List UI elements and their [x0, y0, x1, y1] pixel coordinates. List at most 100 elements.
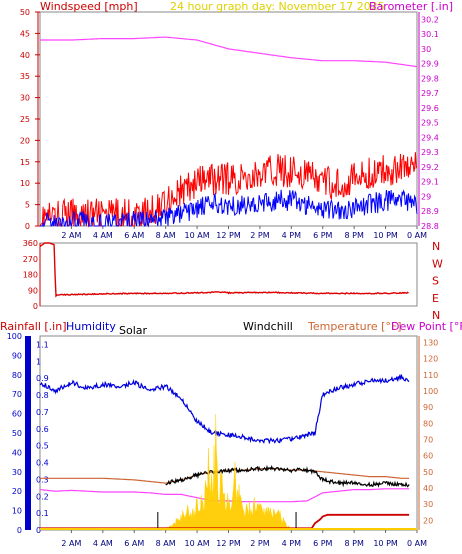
temperature-tick-label: 50: [423, 468, 433, 477]
windspeed-axis-label: Windspeed [mph]: [40, 0, 138, 13]
barometer-tick-label: 29.9: [421, 60, 439, 69]
temperature-tick-label: 90: [423, 403, 433, 412]
x-tick-label-bottom: 8 AM: [156, 539, 176, 548]
barometer-line: [40, 36, 418, 68]
direction-tick-label: 0: [33, 302, 38, 311]
x-tick-label-bottom: 4 AM: [93, 539, 113, 548]
direction-tick-label: 270: [23, 255, 38, 264]
x-tick-label-bottom: 8 PM: [344, 539, 363, 548]
humidity-tick-label: 90: [12, 351, 22, 360]
humidity-tick-label: 60: [12, 410, 22, 419]
barometer-tick-label: 28.8: [421, 222, 439, 231]
x-tick-label-bottom: 10 PM: [373, 539, 398, 548]
windchill-label: Windchill: [243, 320, 293, 333]
graph-title: 24 hour graph day: November 17 2025: [170, 0, 385, 13]
temperature-tick-label: 40: [423, 484, 433, 493]
direction-tick-label: 180: [23, 271, 38, 280]
windspeed-tick-label: 25: [20, 115, 30, 124]
temperature-tick-label: 70: [423, 435, 433, 444]
dewpoint-axis-label: Dew Point [°F]: [391, 320, 462, 333]
x-tick-label-bottom: 10 AM: [185, 539, 210, 548]
rainfall-axis-label: Rainfall [.in]: [0, 320, 67, 333]
barometer-tick-label: 30.1: [421, 30, 439, 39]
barometer-tick-label: 30: [421, 45, 431, 54]
humidity-tick-label: 80: [12, 371, 22, 380]
wind-direction-line: [39, 242, 409, 298]
barometer-tick-label: 28.9: [421, 207, 439, 216]
rain-tick-label: 0.6: [36, 425, 49, 434]
windspeed-tick-label: 40: [20, 51, 30, 60]
windspeed-tick-label: 0: [25, 222, 30, 231]
rain-tick-label: 1.1: [36, 340, 49, 349]
windspeed-tick-label: 45: [20, 29, 30, 38]
x-tick-label-bottom: 12 PM: [216, 539, 241, 548]
temperature-tick-label: 30: [423, 500, 433, 509]
barometer-tick-label: 29.6: [421, 104, 439, 113]
humidity-tick-label: 70: [12, 390, 22, 399]
solar-label: Solar: [119, 324, 148, 337]
wind-gust-line: [39, 152, 418, 228]
x-tick-label: 2 PM: [250, 231, 269, 240]
compass-label: N: [432, 240, 440, 253]
x-tick-label: 6 PM: [313, 231, 332, 240]
x-tick-label: 10 AM: [185, 231, 210, 240]
windspeed-tick-label: 30: [20, 94, 30, 103]
humidity-axis-bar: [25, 336, 31, 530]
barometer-tick-label: 29.4: [421, 133, 439, 142]
x-tick-label: 2 AM: [61, 231, 81, 240]
x-tick-label: 4 PM: [282, 231, 301, 240]
barometer-tick-label: 29.2: [421, 163, 439, 172]
humidity-tick-label: 40: [12, 448, 22, 457]
direction-tick-label: 360: [23, 239, 38, 248]
temperature-tick-label: 60: [423, 452, 433, 461]
humidity-line: [39, 373, 410, 445]
x-tick-label: 4 AM: [93, 231, 113, 240]
barometer-tick-label: 29.3: [421, 148, 439, 157]
windspeed-tick-label: 50: [20, 8, 30, 17]
barometer-tick-label: 29.1: [421, 178, 439, 187]
temperature-tick-label: 130: [423, 338, 438, 347]
windspeed-tick-label: 10: [20, 179, 30, 188]
humidity-tick-label: 10: [12, 507, 22, 516]
compass-label: S: [432, 275, 439, 288]
rain-tick-label: 0.9: [36, 374, 49, 383]
x-tick-label: 12 PM: [216, 231, 241, 240]
wind-speed-line: [40, 189, 418, 228]
barometer-tick-label: 30.2: [421, 15, 439, 24]
barometer-tick-label: 29: [421, 192, 431, 201]
x-tick-label: 8 AM: [156, 231, 176, 240]
rain-tick-label: 1: [36, 357, 41, 366]
rain-tick-label: 0: [36, 526, 41, 535]
rain-tick-label: 0.1: [36, 509, 49, 518]
x-tick-label-bottom: 6 AM: [124, 539, 144, 548]
temperature-tick-label: 110: [423, 371, 438, 380]
barometer-tick-label: 29.5: [421, 119, 439, 128]
x-tick-label: 8 PM: [344, 231, 363, 240]
x-tick-label: 6 AM: [124, 231, 144, 240]
windspeed-tick-label: 15: [20, 158, 30, 167]
humidity-axis-label: Humidity: [66, 320, 116, 333]
rain-tick-label: 0.3: [36, 475, 49, 484]
rain-tick-label: 0.4: [36, 459, 49, 468]
barometer-tick-label: 29.7: [421, 89, 439, 98]
windspeed-tick-label: 5: [25, 201, 30, 210]
compass-label: N: [432, 309, 440, 322]
rain-tick-label: 0.8: [36, 391, 49, 400]
rain-tick-label: 0.5: [36, 442, 49, 451]
compass-label: E: [432, 292, 439, 305]
temperature-tick-label: 80: [423, 419, 433, 428]
rain-tick-label: 0.2: [36, 492, 49, 501]
rain-tick-label: 0.7: [36, 408, 49, 417]
windspeed-tick-label: 20: [20, 136, 30, 145]
x-tick-label-bottom: 0 AM: [407, 539, 427, 548]
wind-direction-plot-frame: [39, 242, 418, 307]
humidity-tick-label: 100: [7, 332, 22, 341]
temperature-axis-label: Temperature [°F]: [307, 320, 402, 333]
barometer-tick-label: 29.8: [421, 74, 439, 83]
humidity-tick-label: 20: [12, 487, 22, 496]
x-tick-label-bottom: 6 PM: [313, 539, 332, 548]
barometer-axis-label: Barometer [.in]: [369, 0, 453, 13]
compass-label: W: [432, 257, 443, 270]
temperature-tick-label: 20: [423, 516, 433, 525]
